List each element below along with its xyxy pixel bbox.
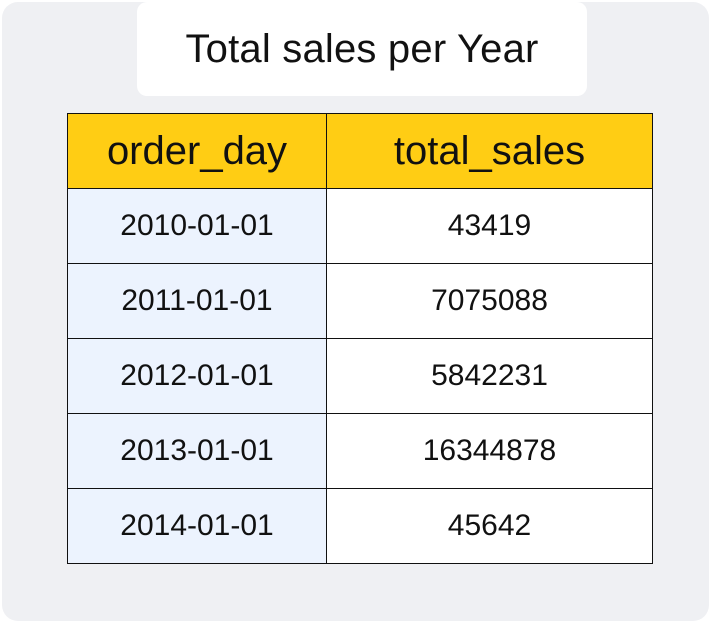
cell-order-day: 2014-01-01	[67, 488, 327, 564]
header-total-sales: total_sales	[326, 113, 653, 189]
cell-order-day: 2013-01-01	[67, 413, 327, 489]
table-row: 2013-01-01 16344878	[67, 413, 653, 489]
cell-total-sales: 5842231	[326, 338, 653, 414]
cell-total-sales: 16344878	[326, 413, 653, 489]
table-row: 2011-01-01 7075088	[67, 263, 653, 339]
cell-total-sales: 43419	[326, 188, 653, 264]
cell-order-day: 2011-01-01	[67, 263, 327, 339]
cell-order-day: 2012-01-01	[67, 338, 327, 414]
table-title: Total sales per Year	[185, 26, 539, 71]
cell-order-day: 2010-01-01	[67, 188, 327, 264]
table-row: 2012-01-01 5842231	[67, 338, 653, 414]
sales-table: order_day total_sales 2010-01-01 43419 2…	[67, 113, 653, 564]
cell-total-sales: 7075088	[326, 263, 653, 339]
header-order-day: order_day	[67, 113, 327, 189]
title-card: Total sales per Year	[137, 2, 587, 96]
table-row: 2014-01-01 45642	[67, 488, 653, 564]
cell-total-sales: 45642	[326, 488, 653, 564]
table-row: 2010-01-01 43419	[67, 188, 653, 264]
header-row: order_day total_sales	[67, 113, 653, 189]
